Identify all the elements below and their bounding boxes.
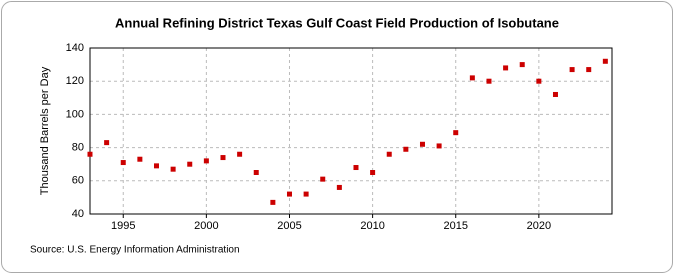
point bbox=[104, 140, 110, 146]
point bbox=[220, 155, 226, 161]
point bbox=[320, 176, 326, 182]
point bbox=[403, 146, 409, 152]
point bbox=[336, 184, 342, 190]
point bbox=[436, 143, 442, 149]
y-tick-label: 60 bbox=[72, 175, 84, 187]
y-axis-label: Thousand Barrels per Day bbox=[39, 66, 51, 195]
point bbox=[137, 156, 143, 162]
x-tick-label: 2020 bbox=[527, 220, 551, 232]
point bbox=[536, 78, 542, 84]
point bbox=[237, 151, 243, 157]
point bbox=[120, 160, 126, 166]
chart-title: Annual Refining District Texas Gulf Coas… bbox=[115, 15, 559, 30]
x-tick-label: 2005 bbox=[277, 220, 301, 232]
y-tick-label: 100 bbox=[66, 108, 84, 120]
point bbox=[552, 91, 558, 97]
point bbox=[469, 75, 475, 81]
point bbox=[153, 163, 159, 169]
x-tick-label: 1995 bbox=[111, 220, 135, 232]
point bbox=[170, 166, 176, 172]
y-tick-label: 120 bbox=[66, 75, 84, 87]
point bbox=[253, 170, 259, 175]
point bbox=[386, 151, 392, 157]
plot-area bbox=[89, 47, 613, 215]
point bbox=[303, 191, 309, 197]
point bbox=[187, 161, 193, 167]
x-tick-label: 2010 bbox=[360, 220, 384, 232]
point bbox=[586, 67, 592, 73]
point bbox=[353, 165, 359, 171]
point bbox=[87, 151, 93, 157]
y-tick-label: 140 bbox=[66, 42, 84, 54]
point bbox=[286, 191, 292, 197]
y-tick-label: 40 bbox=[72, 208, 84, 220]
point bbox=[486, 78, 492, 84]
point bbox=[569, 67, 575, 73]
point bbox=[453, 130, 459, 136]
point bbox=[519, 62, 525, 68]
x-tick-label: 2015 bbox=[443, 220, 467, 232]
y-tick-label: 80 bbox=[72, 142, 84, 154]
point bbox=[270, 199, 276, 205]
point bbox=[370, 170, 376, 175]
point bbox=[602, 58, 608, 64]
point bbox=[503, 65, 509, 71]
point bbox=[419, 141, 425, 147]
point bbox=[203, 158, 209, 164]
source: Source: U.S. Energy Information Administ… bbox=[30, 245, 240, 256]
x-tick-label: 2000 bbox=[194, 220, 218, 232]
